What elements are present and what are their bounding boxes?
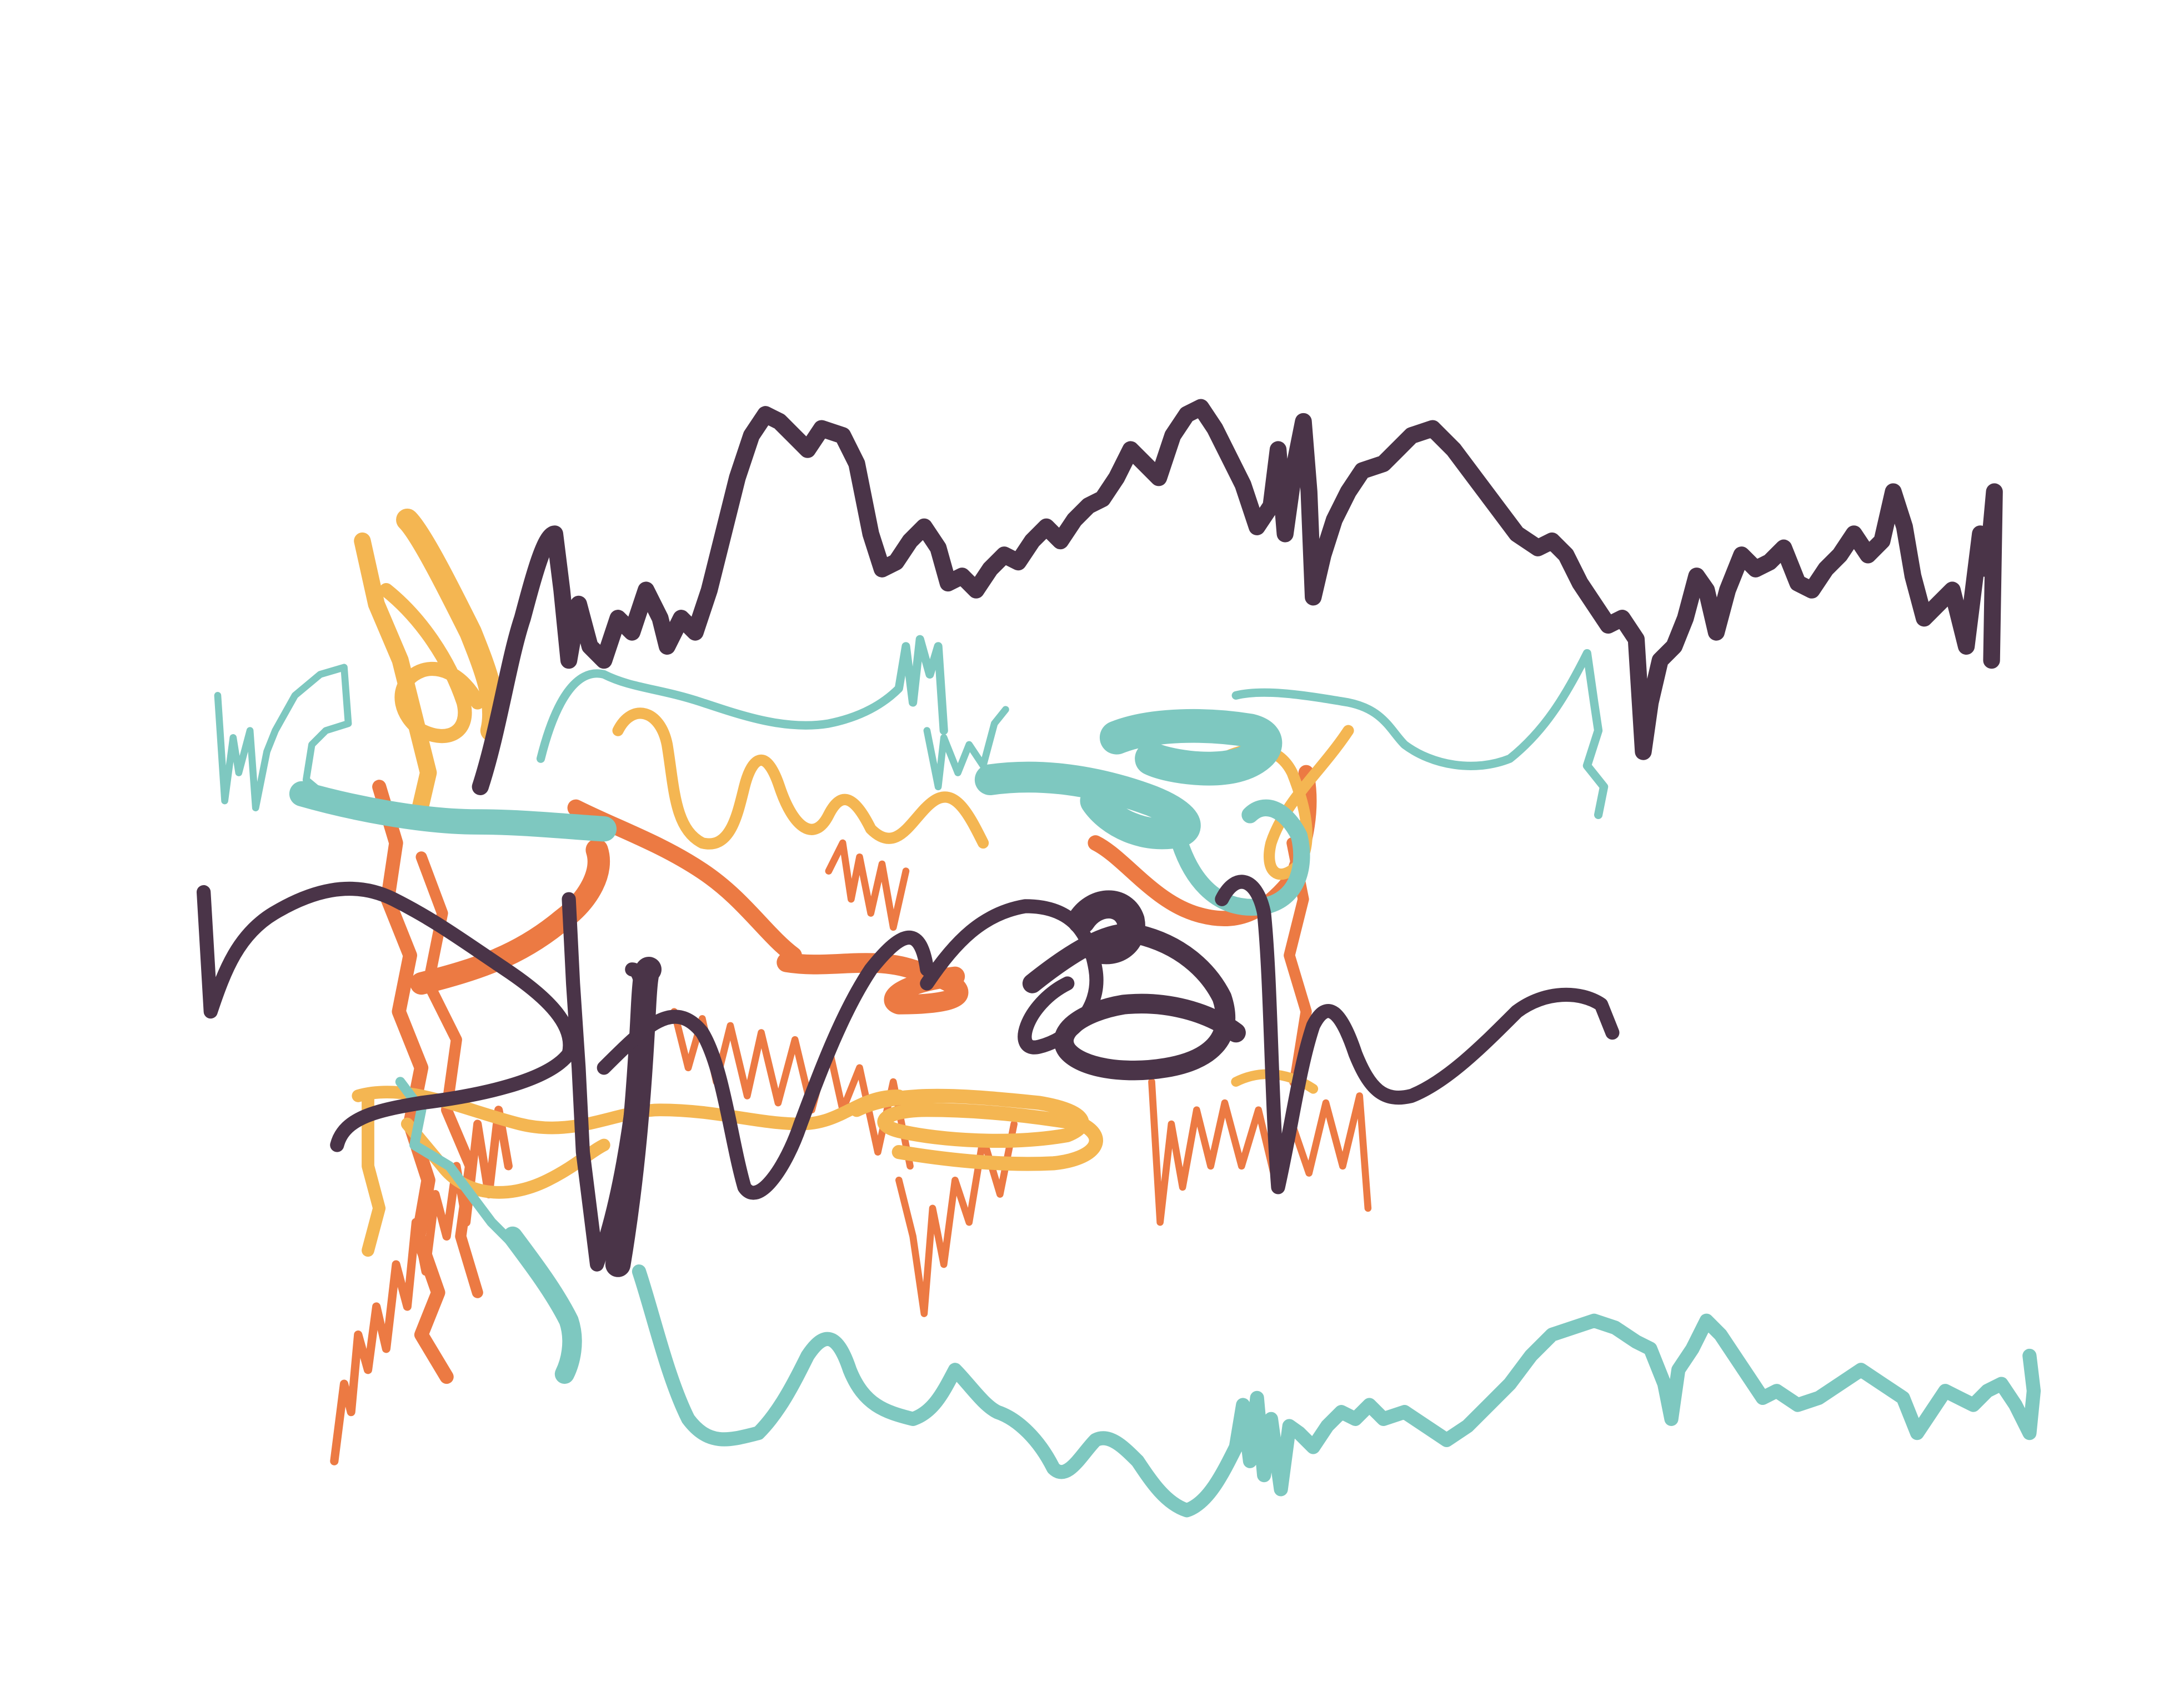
plum-ribbon-mid-wave (597, 930, 934, 1200)
plum-ribbon-right-loop (1215, 875, 1620, 1194)
orange-ribbon-right-spikes (1148, 1078, 1372, 1226)
plum-ribbon-knot-core (1067, 890, 1145, 965)
gold-ribbon-upper-left-stack (396, 508, 505, 742)
teal-ribbon-thick-right-blob (974, 761, 1201, 850)
gold-ribbon-mid-band (352, 1086, 905, 1134)
teal-bottom-trace (503, 1226, 2041, 1518)
plum-ribbon-center-arc (920, 899, 1104, 1055)
plum-ribbon-knot (1022, 923, 1246, 1081)
plum-ribbon-thick-blade (605, 956, 662, 1277)
gold-ribbon-upper-left-loops (379, 583, 485, 744)
teal-ribbon-left-blob (503, 1226, 582, 1384)
teal-ribbon-bottom-line (632, 1264, 2041, 1518)
orange-ribbon-thick-diagonal (410, 839, 610, 995)
teal-ribbon-thick-upper-blob (1099, 709, 1282, 786)
teal-ribbon-thick-left-bar (289, 781, 617, 842)
teal-ribbon-right-loop (1171, 799, 1310, 916)
plum-ribbon-top-line (472, 399, 2003, 796)
teal-ribbon-right-run (1231, 649, 1609, 820)
orange-ribbon-center-spikes (825, 839, 910, 931)
teal-ribbon-far-left-spikes (214, 664, 355, 812)
plum-top-trace (472, 399, 2003, 796)
gold-ribbon-top-wave (612, 707, 989, 850)
teal-ribbon-upper-arc (536, 635, 948, 763)
plum-ribbon-left-wave (197, 881, 577, 1152)
gold-ribbon-coil (849, 1088, 1103, 1171)
teal-ribbon-mid-spikes (923, 706, 1009, 791)
plum-middle-trace (197, 875, 1620, 1277)
orange-ribbon-lower-loop (777, 952, 968, 1015)
